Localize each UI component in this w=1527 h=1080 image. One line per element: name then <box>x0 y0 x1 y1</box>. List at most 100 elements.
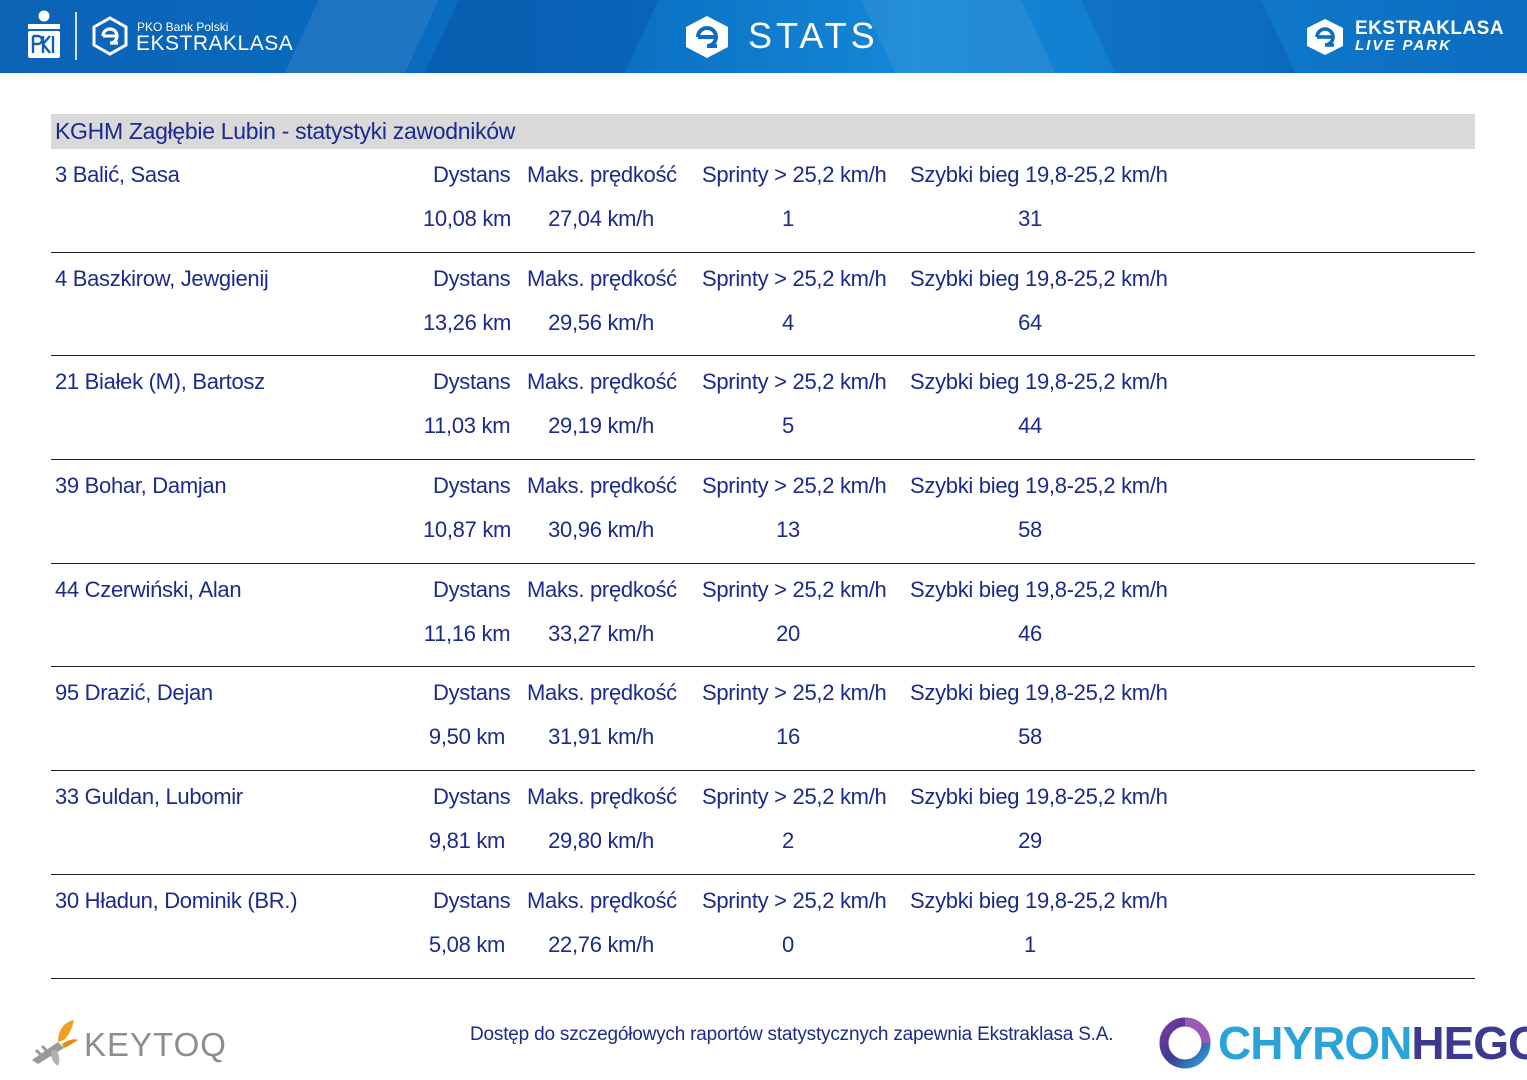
sprints-value: 13 <box>776 517 800 543</box>
sprints-header: Sprinty > 25,2 km/h <box>702 473 887 499</box>
fast-run-header: Szybki bieg 19,8-25,2 km/h <box>910 680 1168 706</box>
fast-run-value: 44 <box>1018 413 1042 439</box>
ekstraklasa-wordmark: EKSTRAKLASA <box>136 32 294 55</box>
max-speed-value: 29,56 km/h <box>548 309 654 335</box>
max-speed-value: 29,19 km/h <box>548 413 654 439</box>
header-decor-stripe <box>852 0 1068 73</box>
max-speed-value: 33,27 km/h <box>548 620 654 646</box>
distance-header: Dystans <box>433 162 511 187</box>
sprints-value: 16 <box>776 724 800 750</box>
distance-value: 11,16 km <box>423 620 511 646</box>
distance-value: 10,87 km <box>422 517 512 543</box>
max-speed-header: Maks. prędkość <box>527 680 677 706</box>
page-header: PKO Bank Polski EKSTRAKLASA STATS EKSTRA… <box>0 0 1527 73</box>
distance-value: 5,08 km <box>428 931 506 957</box>
sprints-header: Sprinty > 25,2 km/h <box>702 162 887 187</box>
fast-run-value: 31 <box>1018 206 1042 231</box>
fast-run-value: 29 <box>1018 828 1042 854</box>
max-speed-header: Maks. prędkość <box>527 784 677 810</box>
stats-emblem-icon <box>686 16 728 58</box>
distance-value: 11,03 km <box>423 413 511 439</box>
max-speed-header: Maks. prędkość <box>527 576 677 602</box>
team-title: KGHM Zagłębie Lubin - statystyki zawodni… <box>55 118 516 144</box>
max-speed-header: Maks. prędkość <box>527 265 677 291</box>
max-speed-value: 22,76 km/h <box>548 931 654 957</box>
header-decor-stripe <box>1072 0 1308 73</box>
distance-header: Dystans <box>433 473 511 499</box>
sprints-value: 4 <box>782 309 794 335</box>
distance-value: 9,50 km <box>428 724 506 750</box>
player-name: 3 Balić, Sasa <box>55 162 180 187</box>
stats-title: STATS <box>748 15 879 56</box>
player-row: 21 Białek (M), Bartosz Dystans Maks. prę… <box>51 356 1475 461</box>
fast-run-header: Szybki bieg 19,8-25,2 km/h <box>910 576 1168 602</box>
max-speed-value: 30,96 km/h <box>548 517 654 543</box>
header-decor-stripe <box>272 0 448 73</box>
sprints-header: Sprinty > 25,2 km/h <box>702 784 887 810</box>
chyronhego-wordmark: CHYRONHEGO <box>1218 1016 1527 1070</box>
player-name: 30 Hładun, Dominik (BR.) <box>55 887 298 913</box>
max-speed-header: Maks. prędkość <box>527 369 677 395</box>
fast-run-header: Szybki bieg 19,8-25,2 km/h <box>910 473 1168 499</box>
pko-bank-subtitle: PKO Bank Polski <box>137 20 229 34</box>
chyronhego-wordmark-part1: CHYRON <box>1218 1017 1412 1069</box>
max-speed-value: 31,91 km/h <box>548 724 654 750</box>
sprints-header: Sprinty > 25,2 km/h <box>702 680 887 706</box>
distance-value: 9,81 km <box>428 828 506 854</box>
distance-header: Dystans <box>433 265 511 291</box>
player-row: 44 Czerwiński, Alan Dystans Maks. prędko… <box>51 564 1475 668</box>
live-park-title: EKSTRAKLASA <box>1355 18 1505 39</box>
keytoq-wordmark: KEYTOQ <box>84 1026 227 1063</box>
sprints-value: 5 <box>782 413 794 439</box>
distance-header: Dystans <box>433 576 511 602</box>
distance-header: Dystans <box>433 680 511 706</box>
max-speed-header: Maks. prędkość <box>527 473 677 499</box>
fast-run-value: 1 <box>1024 931 1036 957</box>
player-row: 39 Bohar, Damjan Dystans Maks. prędkość … <box>51 460 1475 564</box>
sprints-header: Sprinty > 25,2 km/h <box>702 265 887 291</box>
fast-run-value: 46 <box>1018 620 1042 646</box>
distance-value: 10,08 km <box>422 206 512 231</box>
header-decor-stripe <box>412 0 668 73</box>
sprints-value: 1 <box>782 206 794 231</box>
fast-run-value: 64 <box>1018 309 1042 335</box>
max-speed-value: 29,80 km/h <box>548 828 654 854</box>
fast-run-value: 58 <box>1018 724 1042 750</box>
sprints-header: Sprinty > 25,2 km/h <box>702 887 887 913</box>
pko-bank-logo-icon <box>28 10 60 58</box>
player-name: 4 Baszkirow, Jewgienij <box>55 265 269 291</box>
distance-value: 13,26 km <box>422 309 512 335</box>
fast-run-header: Szybki bieg 19,8-25,2 km/h <box>910 265 1168 291</box>
footer-note: Dostęp do szczegółowych raportów statyst… <box>470 1024 1114 1045</box>
player-row: 95 Drazić, Dejan Dystans Maks. prędkość … <box>51 667 1475 772</box>
team-title-bar: KGHM Zagłębie Lubin - statystyki zawodni… <box>51 114 1475 149</box>
player-stats-table: 3 Balić, Sasa Dystans Maks. prędkość Spr… <box>51 149 1475 979</box>
player-row: 4 Baszkirow, Jewgienij Dystans Maks. prę… <box>51 253 1475 357</box>
player-name: 33 Guldan, Lubomir <box>55 784 243 810</box>
fast-run-header: Szybki bieg 19,8-25,2 km/h <box>910 162 1168 187</box>
max-speed-header: Maks. prędkość <box>527 162 677 187</box>
player-name: 21 Białek (M), Bartosz <box>55 369 265 395</box>
keytoq-logo-icon <box>32 1020 78 1066</box>
fast-run-value: 58 <box>1018 517 1042 543</box>
player-name: 95 Drazić, Dejan <box>55 680 213 706</box>
sprints-value: 2 <box>782 828 794 854</box>
distance-header: Dystans <box>433 369 511 395</box>
distance-header: Dystans <box>433 784 511 810</box>
header-divider <box>75 12 77 60</box>
sprints-value: 20 <box>776 620 800 646</box>
live-park-subtitle: LIVE PARK <box>1355 37 1452 54</box>
sprints-header: Sprinty > 25,2 km/h <box>702 576 887 602</box>
chyronhego-logo-icon <box>1159 1017 1211 1069</box>
ekstraklasa-emblem-icon <box>92 16 128 56</box>
fast-run-header: Szybki bieg 19,8-25,2 km/h <box>910 887 1168 913</box>
chyronhego-wordmark-part2: HEGO <box>1411 1017 1527 1069</box>
sprints-header: Sprinty > 25,2 km/h <box>702 369 887 395</box>
distance-header: Dystans <box>433 887 511 913</box>
fast-run-header: Szybki bieg 19,8-25,2 km/h <box>910 784 1168 810</box>
sprints-value: 0 <box>782 931 794 957</box>
live-park-emblem-icon <box>1307 19 1343 55</box>
max-speed-value: 27,04 km/h <box>548 206 654 231</box>
fast-run-header: Szybki bieg 19,8-25,2 km/h <box>910 369 1168 395</box>
player-row: 30 Hładun, Dominik (BR.) Dystans Maks. p… <box>51 875 1475 979</box>
